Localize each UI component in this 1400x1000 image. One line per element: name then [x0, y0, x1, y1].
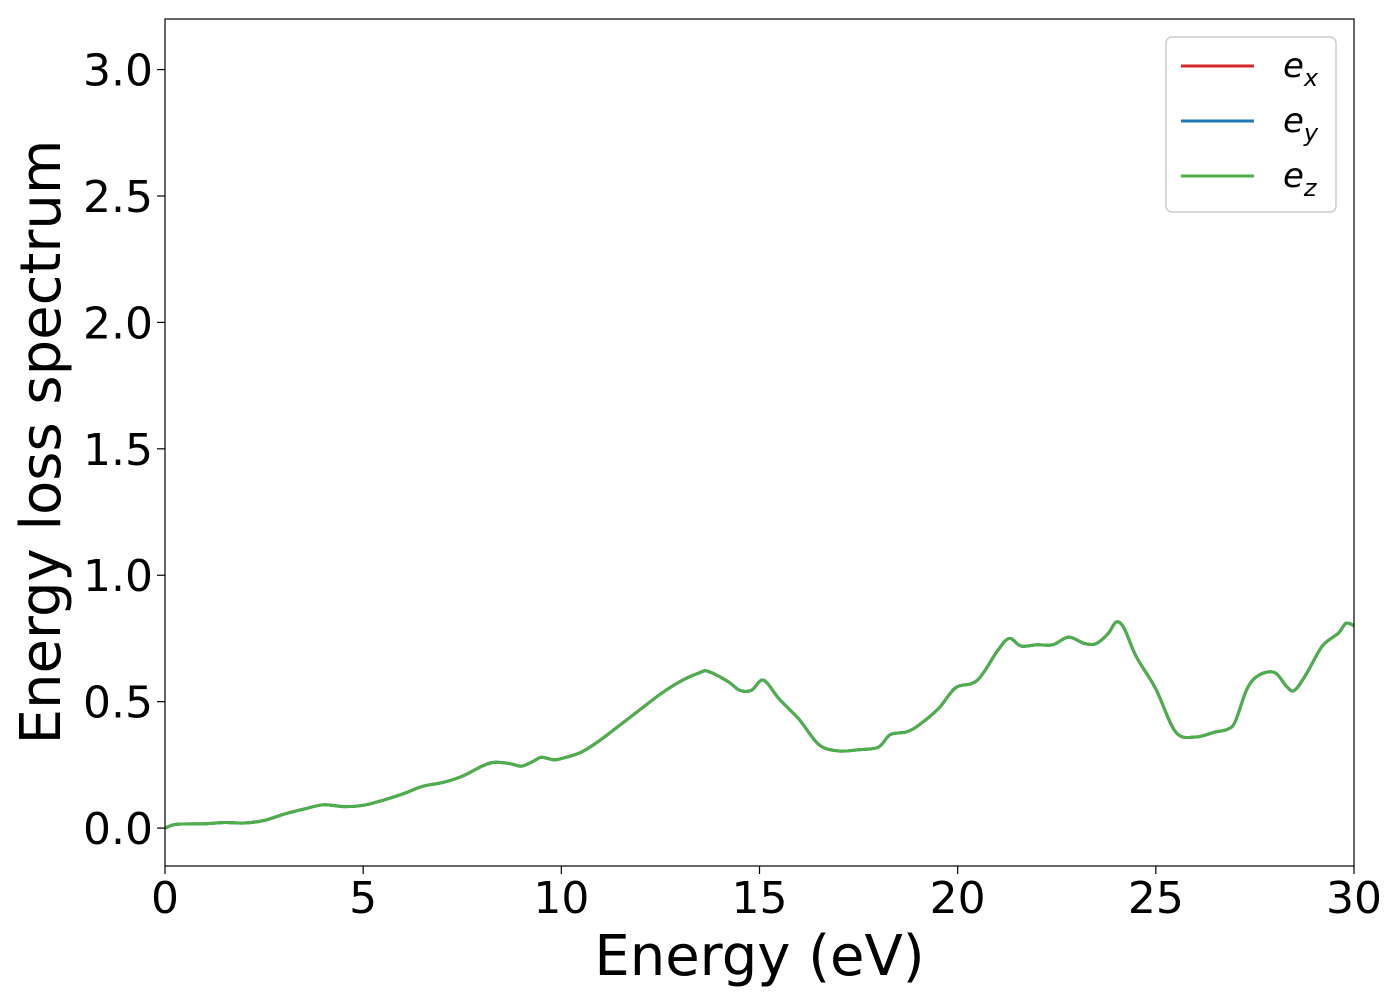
x-tick-label: 20 — [930, 873, 986, 924]
legend-label-e-y: ey — [1283, 101, 1319, 147]
y-tick-label: 0.0 — [83, 804, 153, 855]
y-tick-label: 2.0 — [83, 298, 153, 349]
y-tick-label: 2.5 — [83, 172, 153, 223]
x-axis-title: Energy (eV) — [594, 924, 924, 989]
y-tick-label: 1.0 — [83, 551, 153, 602]
legend-box — [1165, 36, 1337, 213]
y-tick-label: 1.5 — [83, 425, 153, 476]
y-tick-label: 0.5 — [83, 678, 153, 729]
x-tick-label: 15 — [732, 873, 788, 924]
legend-label-subscript: x — [1303, 64, 1319, 92]
x-tick-label: 25 — [1128, 873, 1184, 924]
series-line-e-z — [165, 620, 1354, 830]
x-tick-label: 5 — [349, 873, 377, 924]
legend-label-subscript: z — [1303, 174, 1318, 202]
x-tick-label: 0 — [151, 873, 179, 924]
legend-label-subscript: y — [1303, 119, 1319, 147]
legend-label-e-x: ex — [1283, 46, 1319, 92]
y-tick-label: 3.0 — [83, 46, 153, 97]
series-layer — [165, 620, 1354, 830]
legend-label-e-z: ez — [1283, 156, 1318, 202]
y-axis-title: Energy loss spectrum — [9, 140, 74, 745]
x-axis: 0 5 10 15 20 25 30 — [151, 866, 1382, 924]
x-tick-label: 10 — [533, 873, 589, 924]
legend-label-main: e — [1283, 101, 1304, 141]
x-tick-label: 30 — [1326, 873, 1382, 924]
legend-label-main: e — [1283, 156, 1304, 196]
y-axis: 0.0 0.5 1.0 1.5 2.0 2.5 3.0 — [83, 46, 165, 855]
legend-label-main: e — [1283, 46, 1304, 86]
